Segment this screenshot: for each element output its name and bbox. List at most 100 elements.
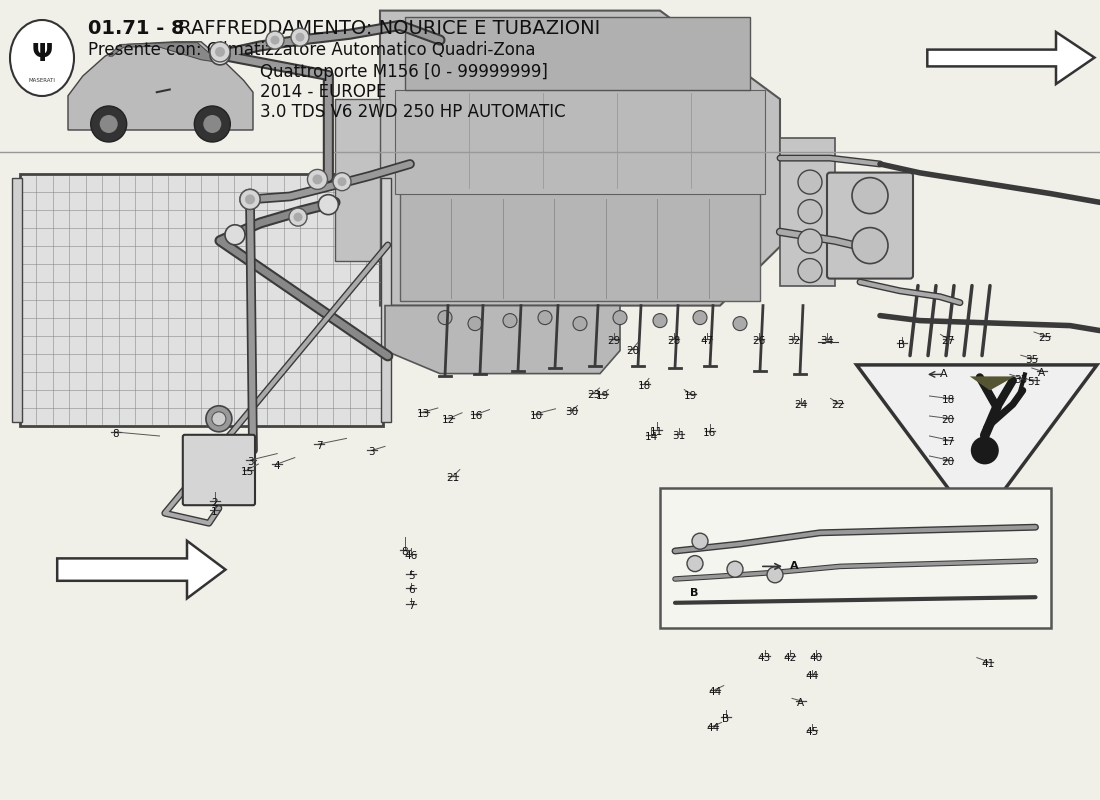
Text: 6: 6 [408,585,415,595]
Bar [405,17,750,90]
Circle shape [573,317,587,330]
Text: B: B [899,340,905,350]
Text: 34: 34 [821,336,834,346]
Circle shape [240,190,260,210]
Text: 43: 43 [758,653,771,663]
Circle shape [798,258,822,282]
Text: 01.71 - 8: 01.71 - 8 [88,18,185,38]
Circle shape [727,562,742,578]
Text: 4: 4 [274,461,280,471]
Polygon shape [336,99,380,262]
Text: 40: 40 [810,653,823,663]
Circle shape [693,310,707,325]
FancyBboxPatch shape [183,435,255,506]
Circle shape [210,45,230,65]
Text: A: A [798,698,804,708]
Text: 32: 32 [788,336,801,346]
Circle shape [798,170,822,194]
Circle shape [798,200,822,223]
Ellipse shape [10,20,74,96]
Text: 10: 10 [530,410,543,421]
Text: 3.0 TDS V6 2WD 250 HP AUTOMATIC: 3.0 TDS V6 2WD 250 HP AUTOMATIC [260,103,565,121]
Text: 44: 44 [708,686,722,697]
Text: 2014 - EUROPE: 2014 - EUROPE [260,83,386,101]
Text: 1: 1 [211,507,218,518]
Text: 41: 41 [981,658,994,669]
Circle shape [271,35,279,45]
Bar [395,90,764,194]
Circle shape [212,412,226,426]
Circle shape [852,178,888,214]
Circle shape [613,310,627,325]
Text: 26: 26 [752,336,766,346]
Circle shape [266,31,284,49]
Circle shape [240,190,260,210]
Bar [20,174,383,426]
Text: RAFFREDDAMENTO: NOURICE E TUBAZIONI: RAFFREDDAMENTO: NOURICE E TUBAZIONI [172,18,601,38]
Circle shape [90,106,126,142]
Polygon shape [109,42,220,62]
Text: 5: 5 [408,571,415,582]
Text: 7: 7 [316,441,322,451]
Text: 44: 44 [706,723,719,734]
Text: 24: 24 [794,400,807,410]
FancyBboxPatch shape [827,173,913,278]
Polygon shape [385,306,620,374]
Bar [780,138,835,286]
Circle shape [210,42,230,62]
Text: 2: 2 [211,498,218,508]
Circle shape [692,534,708,550]
Text: Ψ: Ψ [32,42,53,66]
Text: 35: 35 [1025,355,1038,366]
Text: 16: 16 [470,411,483,422]
Circle shape [852,227,888,264]
Circle shape [245,194,255,204]
Text: 23: 23 [587,390,601,400]
Circle shape [308,170,328,190]
Text: 33: 33 [1014,374,1027,385]
Circle shape [503,314,517,328]
Text: B: B [690,588,698,598]
Bar [400,189,760,301]
Circle shape [226,225,245,245]
Text: 17: 17 [942,437,955,447]
Circle shape [296,33,305,42]
Text: 16: 16 [703,428,716,438]
Text: 22: 22 [832,400,845,410]
Circle shape [971,437,999,464]
Text: 30: 30 [565,407,579,418]
Text: 44: 44 [805,671,818,682]
Circle shape [338,178,346,186]
Bar [12,178,22,422]
Circle shape [798,229,822,253]
Circle shape [312,174,322,184]
Text: A: A [940,370,947,379]
Polygon shape [857,365,1097,527]
Text: A: A [1038,368,1045,378]
Polygon shape [68,42,253,130]
Circle shape [289,208,307,226]
Circle shape [653,314,667,328]
Circle shape [767,566,783,582]
Polygon shape [379,10,780,306]
Text: 19: 19 [684,390,697,401]
Text: Presente con: Climatizzatore Automatico Quadri-Zona: Presente con: Climatizzatore Automatico … [88,41,536,59]
Circle shape [318,194,339,214]
Text: 14: 14 [645,432,658,442]
Text: 12: 12 [442,415,455,426]
Text: 51: 51 [1027,377,1041,387]
Text: 18: 18 [638,381,651,391]
Circle shape [206,406,232,432]
Circle shape [468,317,482,330]
Circle shape [333,173,351,190]
Text: 3: 3 [248,457,254,467]
Circle shape [294,213,302,222]
Text: 27: 27 [942,336,955,346]
Text: 11: 11 [650,427,663,438]
Text: 20: 20 [626,346,639,356]
Text: 46: 46 [405,550,418,561]
Text: 20: 20 [942,415,955,426]
Text: 20: 20 [942,457,955,467]
Polygon shape [57,541,225,598]
Text: 31: 31 [672,430,685,441]
